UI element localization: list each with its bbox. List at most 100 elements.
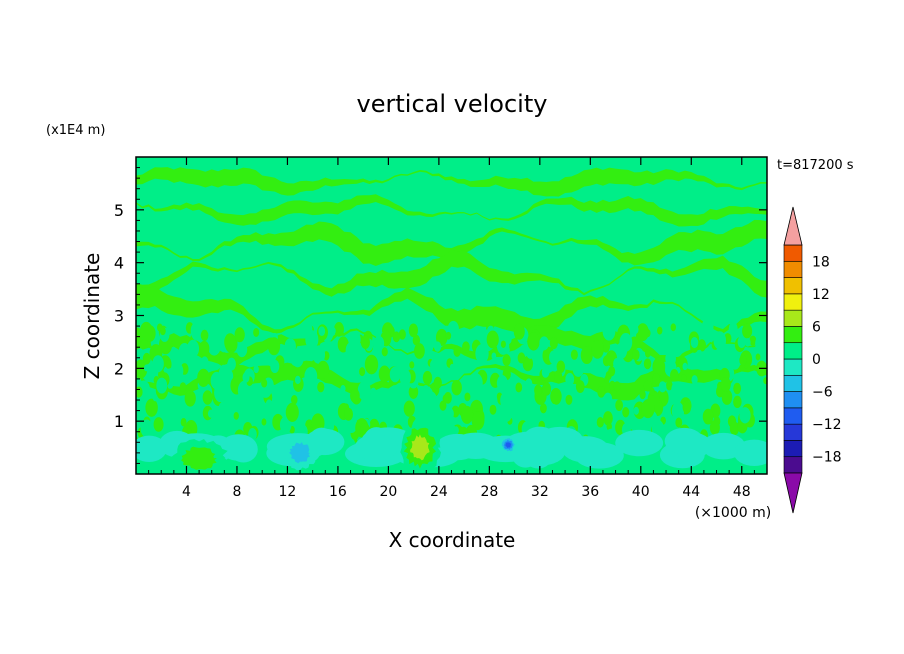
turbulence-cell: [270, 359, 280, 374]
velocity-contour: [505, 442, 512, 448]
y-axis-label: Z coordinate: [80, 253, 104, 380]
turbulence-cell: [675, 417, 683, 428]
turbulence-cell: [422, 386, 433, 402]
turbulence-cell: [447, 320, 459, 338]
turbulence-cell: [285, 402, 299, 423]
y-unit-label: (x1E4 m): [46, 123, 105, 138]
colorbar-segment: [783, 358, 803, 376]
turbulence-cell: [462, 341, 470, 353]
turbulence-cell: [282, 420, 290, 432]
turbulence-cell: [333, 322, 344, 337]
colorbar-over-arrow: [783, 206, 803, 246]
turbulence-cell: [728, 322, 738, 336]
turbulence-cell: [682, 362, 688, 371]
y-tick-label: 1: [114, 412, 124, 431]
turbulence-cell: [670, 338, 684, 358]
turbulence-cell: [429, 359, 439, 372]
turbulence-cell: [606, 422, 612, 431]
turbulence-cell: [737, 335, 746, 349]
turbulence-cell: [233, 412, 239, 420]
turbulence-cell: [316, 360, 330, 379]
turbulence-cell: [241, 405, 252, 420]
turbulence-cell: [222, 423, 230, 435]
turbulence-cell: [214, 383, 228, 403]
turbulence-cell: [364, 354, 379, 375]
turbulence-cell: [743, 372, 756, 390]
turbulence-cell: [697, 339, 707, 352]
turbulence-cell: [202, 390, 213, 405]
turbulence-cell: [755, 335, 767, 352]
turbulence-cell: [143, 364, 149, 372]
colorbar-segment: [783, 293, 803, 311]
turbulence-cell: [670, 369, 679, 382]
turbulence-cell: [139, 321, 153, 341]
downdraft-cell: [435, 433, 480, 461]
turbulence-cell: [550, 387, 562, 405]
turbulence-cell: [691, 375, 698, 385]
colorbar-label: −12: [812, 417, 842, 433]
turbulence-cell: [633, 406, 639, 415]
turbulence-cell: [643, 358, 652, 370]
turbulence-cell: [475, 343, 489, 364]
turbulence-cell: [649, 387, 655, 396]
turbulence-cell: [639, 390, 646, 400]
turbulence-cell: [679, 330, 685, 339]
turbulence-cell: [652, 357, 666, 377]
x-tick-label: 4: [182, 484, 191, 500]
turbulence-cell: [434, 341, 442, 352]
colorbar-segment: [783, 391, 803, 409]
turbulence-cell: [572, 399, 579, 409]
downdraft-cell: [664, 427, 704, 455]
turbulence-cell: [546, 403, 560, 422]
colorbar-under-arrow: [783, 472, 803, 514]
downdraft-cell: [136, 435, 167, 462]
chart-title: vertical velocity: [357, 90, 548, 118]
turbulence-cell: [153, 417, 164, 432]
turbulence-cell: [445, 331, 452, 340]
turbulence-cell: [304, 367, 318, 386]
turbulence-cell: [608, 366, 616, 377]
turbulence-cell: [408, 323, 419, 338]
turbulence-cell: [720, 377, 731, 392]
turbulence-cell: [422, 339, 434, 355]
turbulence-cell: [570, 349, 578, 360]
x-unit-label: (×1000 m): [695, 505, 771, 521]
turbulence-cell: [557, 347, 563, 356]
colorbar-label: 12: [812, 287, 830, 303]
turbulence-cell: [345, 341, 358, 360]
plot-area: [136, 157, 767, 474]
turbulence-cell: [219, 352, 229, 365]
turbulence-cell: [522, 355, 534, 372]
turbulence-cell: [534, 384, 543, 397]
turbulence-cell: [735, 399, 741, 407]
turbulence-cell: [328, 422, 335, 431]
turbulence-cell: [438, 364, 445, 374]
turbulence-cell: [713, 331, 727, 350]
time-label: t=817200 s: [777, 158, 854, 173]
colorbar-label: −18: [812, 450, 842, 466]
turbulence-cell: [197, 368, 210, 387]
turbulence-cell: [412, 334, 421, 346]
turbulence-cell: [158, 369, 165, 380]
velocity-contour: [181, 446, 217, 470]
turbulence-cell: [721, 389, 733, 405]
turbulence-cell: [179, 382, 187, 392]
turbulence-cell: [335, 359, 341, 368]
turbulence-cell: [565, 394, 573, 405]
turbulence-cell: [399, 369, 411, 386]
x-tick-label: 44: [682, 484, 700, 500]
turbulence-cell: [652, 373, 661, 385]
colorbar: −18 −12 −6 0 6 12 18: [783, 206, 842, 514]
x-tick-label: 36: [581, 484, 599, 500]
turbulence-cell: [596, 417, 604, 428]
turbulence-cell: [205, 362, 211, 371]
turbulence-cell: [632, 349, 640, 361]
turbulence-cell: [140, 419, 153, 438]
turbulence-cell: [381, 347, 388, 357]
colorbar-segment: [783, 374, 803, 392]
turbulence-cell: [641, 399, 655, 419]
turbulence-cell: [758, 321, 767, 338]
turbulence-cell: [665, 380, 673, 391]
turbulence-cell: [265, 399, 273, 410]
colorbar-segment: [783, 260, 803, 278]
